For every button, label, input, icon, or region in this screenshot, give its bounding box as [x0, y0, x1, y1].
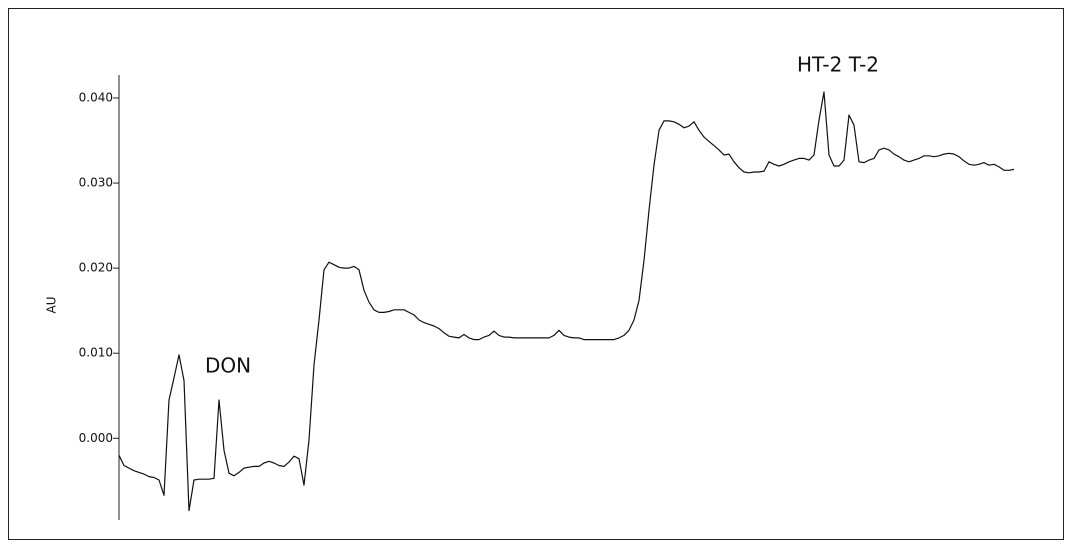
trace-line [118, 91, 1015, 512]
y-axis-label: AU [45, 297, 59, 314]
y-tick-label: 0.010 [79, 346, 113, 360]
y-tick-label: 0.040 [79, 90, 113, 104]
annotation: HT-2 T-2 [797, 53, 879, 77]
annotation: DON [205, 354, 251, 378]
y-tick-label: 0.000 [79, 431, 113, 445]
frame [8, 8, 1064, 540]
y-tick-label: 0.020 [79, 261, 113, 275]
y-tick-label: 0.030 [79, 176, 113, 190]
